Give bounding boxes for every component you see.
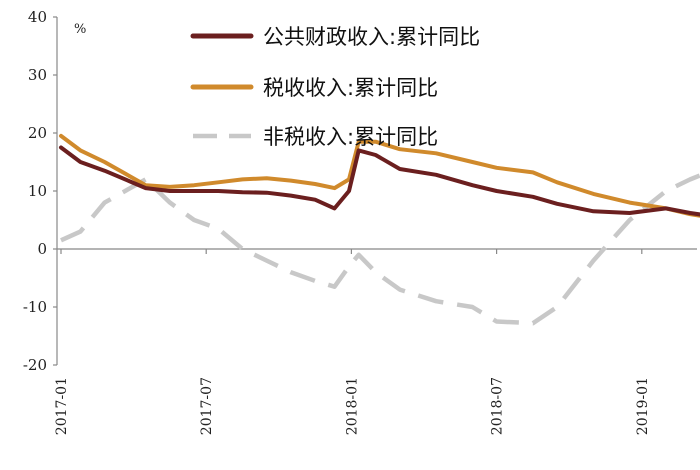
legend-label-2: 税收收入:累计同比 [263, 76, 438, 100]
chart-axes: 40 30 20 10 0 -10 -20 2017-01 2017-07 2018-01 2018… [23, 8, 697, 435]
series-line-3 [60, 173, 700, 326]
y-axis-unit-label: % [74, 22, 86, 37]
x-tick-label: 2018-07 [490, 377, 506, 435]
x-tick-label: 2017-07 [199, 377, 215, 435]
y-tick-label: 10 [28, 182, 47, 200]
x-tick-label: 2018-01 [344, 377, 360, 435]
y-tick-label: 0 [37, 240, 47, 258]
legend-label-3: 非税收入:累计同比 [263, 125, 438, 149]
y-tick-label: 40 [28, 8, 47, 26]
series-line-1 [59, 145, 700, 217]
x-tick-label: 2019-01 [635, 377, 651, 435]
x-tick-label: 2017-01 [54, 377, 70, 435]
series-line-2 [59, 133, 700, 218]
y-tick-label: -20 [23, 356, 47, 374]
series-layer [59, 133, 700, 326]
y-tick-label: 30 [28, 66, 47, 84]
y-tick-label: 20 [28, 124, 47, 142]
y-tick-label: -10 [23, 298, 47, 316]
legend-label-1: 公共财政收入:累计同比 [263, 25, 480, 49]
